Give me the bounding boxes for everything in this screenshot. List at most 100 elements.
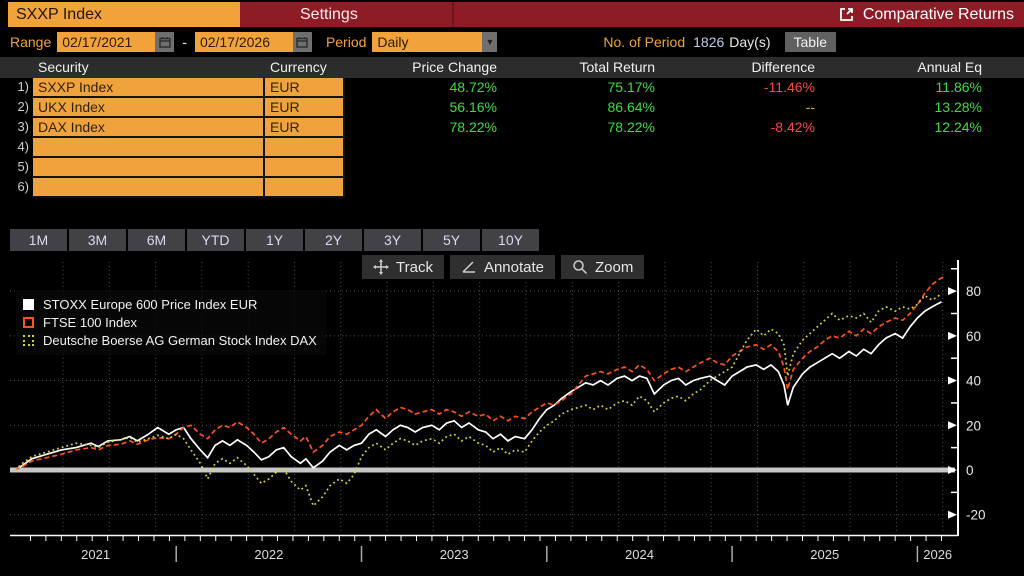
table-body: 1) SXXP Index EUR 48.72% 75.17% -11.46% 11.86%… <box>0 78 1024 198</box>
series-line-ftse <box>14 275 944 471</box>
period-button-2y[interactable]: 2Y <box>305 229 362 251</box>
row-number: 4) <box>17 139 29 154</box>
svg-text:0: 0 <box>966 463 974 478</box>
range-start-input[interactable]: 02/17/2021 <box>57 32 156 52</box>
price-change-cell <box>345 138 503 158</box>
svg-text:2022: 2022 <box>254 547 283 562</box>
table-row: 3) DAX Index EUR 78.22% 78.22% -8.42% 12.24% <box>0 118 1024 138</box>
period-button-1y[interactable]: 1Y <box>246 229 303 251</box>
period-button-5y[interactable]: 5Y <box>423 229 480 251</box>
zoom-icon <box>573 260 588 275</box>
track-button[interactable]: Track <box>362 255 444 279</box>
period-button-1m[interactable]: 1M <box>10 229 67 251</box>
chart-panel: -20 0 20 40 60 80 2021 2022 2023 2024 2025 2026 Tra… <box>0 254 1024 576</box>
title-bar-divider <box>452 2 454 27</box>
svg-text:2023: 2023 <box>440 547 469 562</box>
range-start-calendar-button[interactable] <box>155 32 175 52</box>
num-period-label: No. of Period <box>603 34 686 50</box>
currency-cell[interactable]: EUR <box>265 98 345 118</box>
svg-text:20: 20 <box>966 418 981 433</box>
ticker-input[interactable]: SXXP Index <box>8 2 240 27</box>
currency-cell[interactable] <box>265 138 345 158</box>
annual-eq-cell: 13.28% <box>934 99 982 115</box>
export-icon[interactable] <box>838 6 855 23</box>
difference-cell: -8.42% <box>770 119 815 135</box>
settings-menu[interactable]: Settings <box>300 6 358 23</box>
legend-item[interactable]: STOXX Europe 600 Price Index EUR <box>23 295 317 313</box>
period-label: Period <box>325 34 367 50</box>
table-header-row: Security Currency Price Change Total Return… <box>0 57 1024 78</box>
total-return-cell: 86.64% <box>607 99 655 115</box>
price-change-cell: 78.22% <box>449 119 497 135</box>
period-button-3m[interactable]: 3M <box>69 229 126 251</box>
currency-cell[interactable] <box>265 178 345 198</box>
range-end-calendar-button[interactable] <box>292 32 312 52</box>
title-bar: SXXP Index Settings Comparative Returns <box>0 0 1024 28</box>
price-change-cell <box>345 158 503 178</box>
row-number: 1) <box>17 79 29 94</box>
security-cell[interactable]: UKX Index <box>33 98 265 118</box>
svg-text:60: 60 <box>966 329 981 344</box>
table-row: 2) UKX Index EUR 56.16% 86.64% -- 13.28% <box>0 98 1024 118</box>
legend-item[interactable]: Deutsche Boerse AG German Stock Index DA… <box>23 331 317 349</box>
total-return-cell <box>503 178 661 198</box>
security-cell[interactable]: SXXP Index <box>33 78 265 98</box>
annotate-button[interactable]: Annotate <box>449 255 556 279</box>
table-button[interactable]: Table <box>784 32 836 52</box>
quick-period-buttons: 1M 3M 6M YTD 1Y 2Y 3Y 5Y 10Y <box>10 229 539 251</box>
difference-cell <box>661 138 821 158</box>
range-end-input[interactable]: 02/17/2026 <box>194 32 293 52</box>
function-title[interactable]: Comparative Returns <box>838 2 1014 27</box>
period-button-10y[interactable]: 10Y <box>482 229 539 251</box>
security-cell[interactable] <box>33 138 265 158</box>
svg-text:-20: -20 <box>966 508 986 523</box>
zoom-label: Zoom <box>595 258 634 276</box>
zoom-button[interactable]: Zoom <box>561 255 645 279</box>
annual-eq-cell <box>821 138 1024 158</box>
annual-eq-cell: 12.24% <box>934 119 982 135</box>
price-change-cell: 48.72% <box>449 79 497 95</box>
period-select[interactable]: Daily <box>372 32 483 52</box>
legend-swatch <box>23 334 34 346</box>
legend-label: Deutsche Boerse AG German Stock Index DA… <box>43 332 317 348</box>
period-button-6m[interactable]: 6M <box>128 229 185 251</box>
track-icon <box>373 259 389 275</box>
price-change-cell: 56.16% <box>449 99 497 115</box>
period-button-ytd[interactable]: YTD <box>187 229 244 251</box>
security-cell[interactable] <box>33 178 265 198</box>
column-header-security: Security <box>38 59 89 75</box>
currency-cell[interactable] <box>265 158 345 178</box>
annual-eq-cell: 11.86% <box>935 79 982 95</box>
svg-text:80: 80 <box>966 284 981 299</box>
legend-swatch <box>23 298 34 310</box>
svg-text:2021: 2021 <box>81 547 110 562</box>
function-title-label: Comparative Returns <box>862 6 1014 23</box>
num-period-value: 1826 <box>693 34 725 50</box>
period-button-3y[interactable]: 3Y <box>364 229 421 251</box>
svg-text:2025: 2025 <box>810 547 839 562</box>
currency-cell[interactable]: EUR <box>265 78 345 98</box>
security-cell[interactable]: DAX Index <box>33 118 265 138</box>
period-dropdown-button[interactable]: ▼ <box>482 32 498 52</box>
row-number: 2) <box>17 99 29 114</box>
track-label: Track <box>396 258 433 276</box>
column-header-currency: Currency <box>270 59 327 75</box>
table-row: 4) <box>0 138 1024 158</box>
series-line-stoxx <box>14 301 942 471</box>
column-header-total-return: Total Return <box>579 59 655 75</box>
currency-cell[interactable]: EUR <box>265 118 345 138</box>
legend-item[interactable]: FTSE 100 Index <box>23 313 317 331</box>
security-cell[interactable] <box>33 158 265 178</box>
row-number: 3) <box>17 119 29 134</box>
total-return-cell: 75.17% <box>607 79 655 95</box>
title-red-bar <box>240 2 1024 27</box>
total-return-cell <box>503 158 661 178</box>
total-return-cell: 78.22% <box>607 119 655 135</box>
securities-table: Security Currency Price Change Total Return… <box>0 57 1024 198</box>
annotate-icon <box>462 261 475 273</box>
table-row: 6) <box>0 178 1024 198</box>
table-row: 5) <box>0 158 1024 178</box>
annual-eq-cell <box>821 178 1024 198</box>
table-row: 1) SXXP Index EUR 48.72% 75.17% -11.46% 11.86% <box>0 78 1024 98</box>
